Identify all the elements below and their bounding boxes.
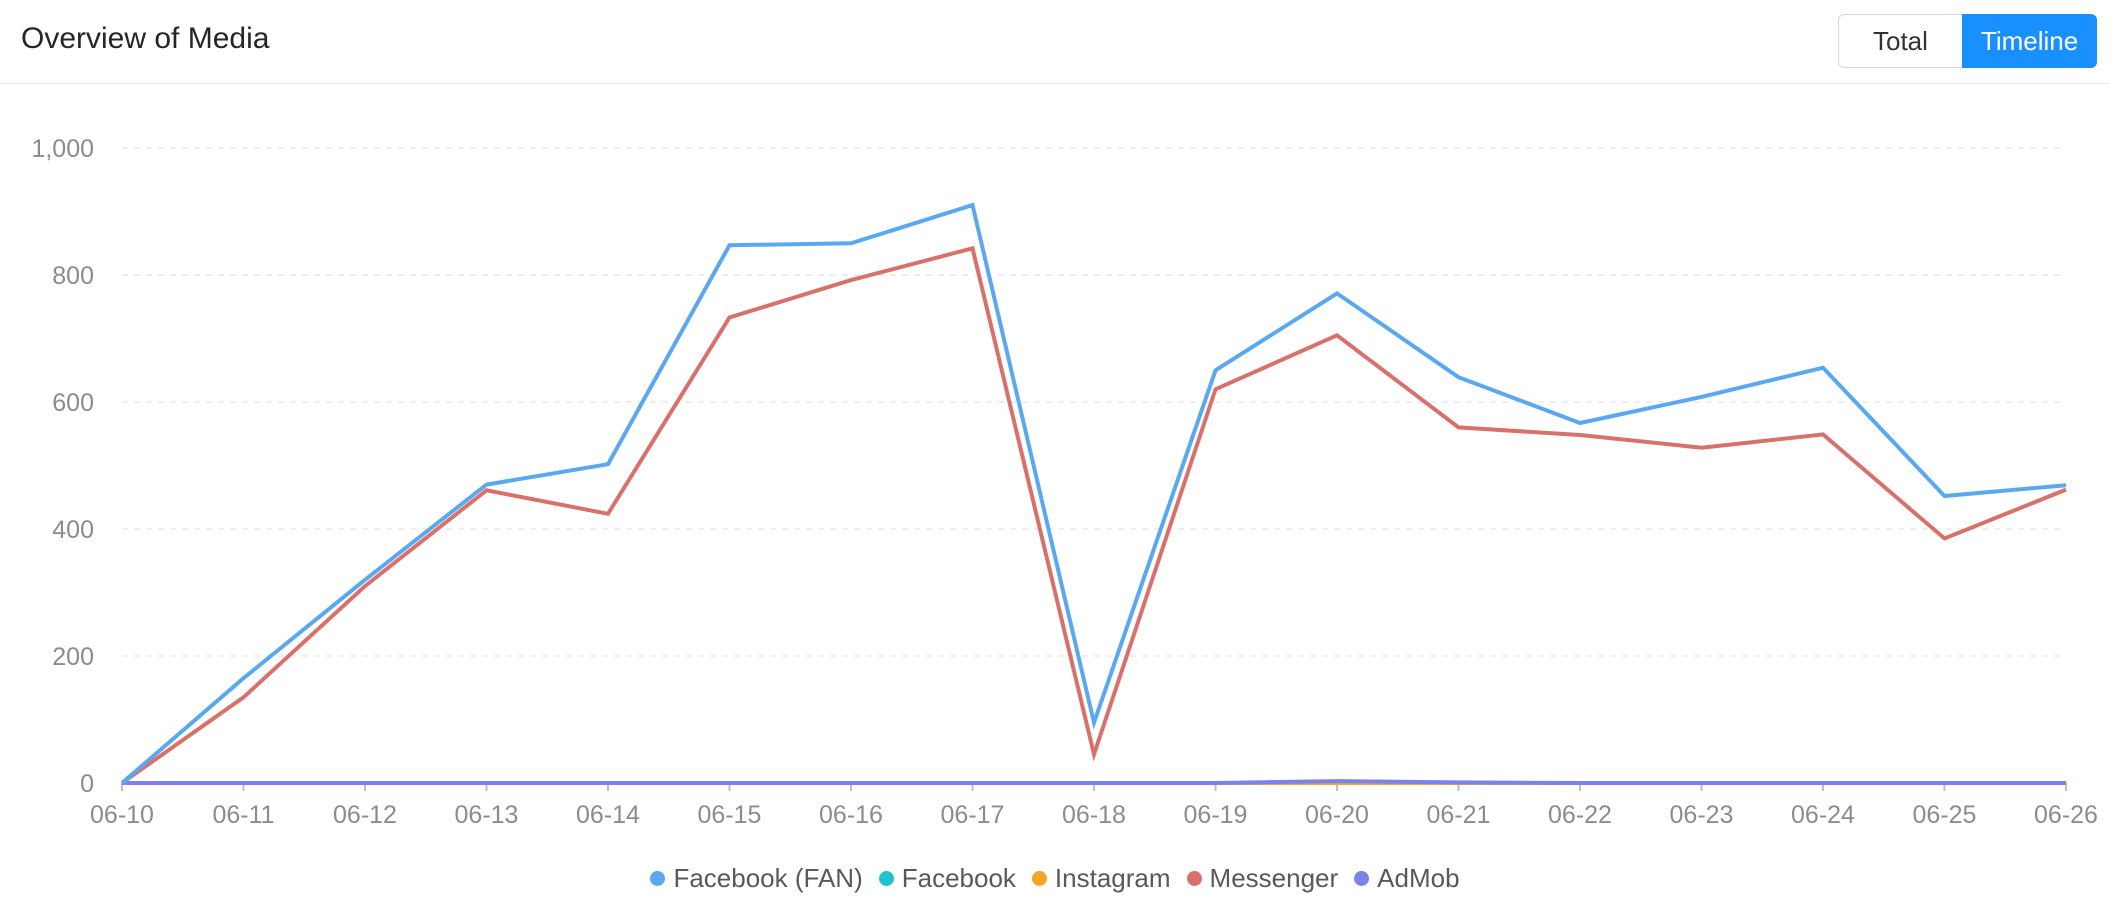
- x-tick-label: 06-18: [1062, 801, 1126, 829]
- x-tick-label: 06-26: [2034, 801, 2098, 829]
- legend-dot-icon: [650, 871, 666, 886]
- x-tick-label: 06-16: [819, 801, 883, 829]
- x-tick-label: 06-12: [333, 801, 397, 829]
- x-tick-label: 06-17: [941, 801, 1005, 829]
- x-tick-label: 06-22: [1548, 801, 1612, 829]
- x-tick-label: 06-19: [1184, 801, 1248, 829]
- chart-legend: Facebook (FAN) Facebook Instagram Messenger…: [0, 862, 2110, 894]
- x-tick-label: 06-24: [1791, 801, 1855, 829]
- y-tick-label: 1,000: [31, 135, 94, 163]
- series-line-messenger: [120, 245, 2067, 785]
- x-tick-label: 06-25: [1913, 801, 1977, 829]
- y-tick-label: 0: [80, 770, 94, 798]
- x-tick-label: 06-15: [698, 801, 762, 829]
- x-tick-label: 06-20: [1305, 801, 1369, 829]
- legend-item-facebook-fan[interactable]: Facebook (FAN): [650, 863, 863, 894]
- card-title: Overview of Media: [21, 22, 270, 55]
- legend-label: Facebook: [901, 863, 1016, 893]
- x-tick-label: 06-21: [1427, 801, 1491, 829]
- media-line-chart: 0 200 400 600 800 1,000 06-10 06-11 06-12 06-13 06…: [31, 135, 2098, 829]
- card-header: Overview of Media Total Timeline: [0, 0, 2110, 84]
- series-line-admob: [122, 779, 2066, 785]
- y-tick-label: 200: [52, 643, 94, 671]
- legend-label: AdMob: [1377, 863, 1460, 893]
- legend-label: Instagram: [1054, 863, 1171, 893]
- legend-dot-icon: [1186, 871, 1202, 886]
- x-tick-label: 06-11: [212, 801, 274, 829]
- x-tick-label: 06-23: [1670, 801, 1734, 829]
- total-toggle-button[interactable]: Total: [1838, 14, 1962, 68]
- view-toggle: Total Timeline: [1838, 14, 2098, 68]
- y-tick-label: 600: [52, 389, 94, 417]
- y-tick-label: 800: [52, 262, 94, 290]
- y-tick-label: 400: [52, 516, 94, 544]
- x-tick-label: 06-13: [455, 801, 519, 829]
- legend-dot-icon: [1354, 871, 1370, 886]
- legend-dot-icon: [1031, 871, 1047, 886]
- legend-item-instagram[interactable]: Instagram: [1031, 863, 1171, 894]
- legend-item-facebook[interactable]: Facebook: [878, 863, 1016, 894]
- legend-label: Messenger: [1209, 863, 1339, 893]
- legend-item-messenger[interactable]: Messenger: [1186, 863, 1339, 894]
- x-tick-label: 06-14: [576, 801, 640, 829]
- legend-dot-icon: [878, 871, 894, 886]
- series-line-facebook-fan: [120, 202, 2067, 785]
- legend-item-admob[interactable]: AdMob: [1354, 863, 1460, 894]
- timeline-toggle-button[interactable]: Timeline: [1961, 14, 2098, 68]
- legend-label: Facebook (FAN): [673, 863, 863, 893]
- x-tick-label: 06-10: [90, 801, 154, 829]
